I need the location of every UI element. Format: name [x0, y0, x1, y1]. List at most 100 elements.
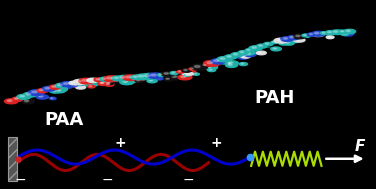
Circle shape: [249, 46, 262, 51]
Circle shape: [45, 87, 50, 89]
Circle shape: [164, 77, 174, 81]
Circle shape: [204, 65, 218, 70]
Circle shape: [49, 97, 56, 100]
Circle shape: [50, 89, 61, 93]
Text: PAA: PAA: [44, 111, 83, 129]
Circle shape: [245, 51, 249, 53]
Circle shape: [89, 79, 93, 81]
Circle shape: [58, 86, 61, 88]
Circle shape: [76, 85, 86, 89]
Circle shape: [98, 79, 111, 84]
Circle shape: [188, 72, 192, 73]
Circle shape: [158, 74, 166, 77]
Circle shape: [79, 78, 94, 84]
Circle shape: [287, 36, 299, 40]
Circle shape: [208, 69, 216, 72]
Circle shape: [52, 90, 56, 91]
Circle shape: [274, 38, 287, 43]
Circle shape: [245, 49, 254, 52]
Circle shape: [189, 67, 197, 70]
Circle shape: [57, 90, 61, 91]
Circle shape: [294, 36, 301, 39]
Circle shape: [258, 52, 262, 53]
Circle shape: [49, 89, 58, 92]
Circle shape: [211, 59, 225, 64]
Circle shape: [148, 73, 163, 78]
Circle shape: [71, 85, 74, 86]
Circle shape: [52, 86, 56, 87]
Circle shape: [283, 38, 288, 39]
Circle shape: [100, 80, 105, 82]
Circle shape: [227, 56, 231, 57]
Circle shape: [55, 83, 68, 88]
Circle shape: [32, 91, 37, 93]
Circle shape: [228, 64, 232, 65]
Circle shape: [135, 79, 144, 82]
Circle shape: [341, 31, 350, 34]
Circle shape: [103, 76, 120, 82]
Circle shape: [76, 83, 79, 84]
Circle shape: [241, 63, 244, 64]
Circle shape: [53, 87, 68, 92]
Circle shape: [117, 80, 120, 81]
Circle shape: [146, 76, 153, 78]
Circle shape: [96, 79, 100, 80]
Circle shape: [238, 51, 248, 54]
Circle shape: [12, 97, 23, 101]
Circle shape: [7, 100, 12, 101]
Circle shape: [100, 77, 111, 81]
Circle shape: [124, 81, 126, 82]
Bar: [8, 137, 17, 181]
Circle shape: [341, 33, 349, 36]
Circle shape: [203, 64, 206, 66]
Circle shape: [74, 82, 84, 86]
Circle shape: [36, 95, 49, 99]
Circle shape: [294, 38, 305, 42]
Circle shape: [224, 55, 237, 59]
Circle shape: [73, 79, 87, 84]
Circle shape: [328, 36, 331, 37]
Circle shape: [183, 73, 186, 74]
Circle shape: [169, 75, 183, 80]
Circle shape: [123, 75, 138, 81]
Circle shape: [312, 31, 325, 36]
Text: F: F: [355, 139, 365, 154]
Circle shape: [331, 30, 344, 35]
Circle shape: [296, 37, 298, 38]
Circle shape: [243, 50, 255, 55]
Circle shape: [342, 33, 345, 34]
Circle shape: [94, 78, 104, 81]
Circle shape: [84, 81, 99, 86]
Circle shape: [29, 90, 44, 95]
Circle shape: [252, 47, 256, 48]
Circle shape: [246, 53, 250, 55]
Circle shape: [69, 81, 79, 85]
Circle shape: [325, 31, 337, 35]
Circle shape: [217, 57, 232, 62]
Circle shape: [305, 35, 307, 36]
Circle shape: [209, 69, 212, 70]
Circle shape: [42, 86, 56, 91]
Circle shape: [296, 35, 300, 37]
Circle shape: [182, 69, 192, 72]
Circle shape: [102, 78, 106, 79]
Circle shape: [265, 43, 269, 44]
Circle shape: [166, 78, 169, 79]
Circle shape: [37, 89, 48, 93]
Circle shape: [287, 38, 300, 43]
Circle shape: [65, 86, 68, 87]
Circle shape: [88, 85, 95, 88]
Circle shape: [141, 73, 157, 79]
Circle shape: [322, 32, 325, 33]
Circle shape: [130, 75, 143, 79]
Circle shape: [112, 76, 124, 81]
Circle shape: [99, 82, 107, 84]
Circle shape: [177, 70, 184, 73]
Circle shape: [23, 92, 37, 97]
Circle shape: [39, 89, 43, 91]
Circle shape: [159, 74, 162, 75]
Circle shape: [314, 33, 318, 35]
Circle shape: [133, 76, 137, 77]
Circle shape: [302, 34, 310, 37]
Circle shape: [70, 84, 77, 87]
